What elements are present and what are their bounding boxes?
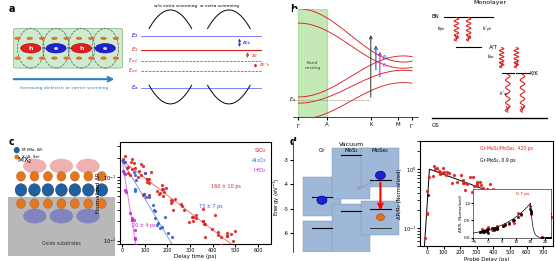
Circle shape bbox=[113, 37, 119, 40]
Circle shape bbox=[14, 57, 21, 60]
Text: e: e bbox=[103, 46, 107, 51]
Text: b: b bbox=[290, 4, 297, 14]
FancyBboxPatch shape bbox=[13, 28, 122, 68]
Circle shape bbox=[88, 37, 94, 40]
Text: $E_2$: $E_2$ bbox=[131, 32, 138, 40]
Text: $E_{exl}$: $E_{exl}$ bbox=[128, 56, 138, 65]
Circle shape bbox=[14, 37, 21, 40]
Circle shape bbox=[101, 57, 107, 60]
Circle shape bbox=[76, 57, 82, 60]
Text: d: d bbox=[290, 137, 297, 147]
Text: h: h bbox=[28, 46, 33, 51]
Text: $\Delta E'_b$: $\Delta E'_b$ bbox=[260, 62, 270, 69]
Text: $E_1$: $E_1$ bbox=[131, 45, 138, 54]
Text: Increasing dielectric or carrier screening: Increasing dielectric or carrier screeni… bbox=[20, 86, 108, 90]
Circle shape bbox=[64, 57, 70, 60]
Text: a: a bbox=[8, 4, 14, 14]
Text: h: h bbox=[79, 46, 83, 51]
Circle shape bbox=[76, 37, 82, 40]
Circle shape bbox=[52, 57, 57, 60]
Circle shape bbox=[88, 57, 94, 60]
Circle shape bbox=[27, 57, 33, 60]
Text: w/o extra screening  w extra screening: w/o extra screening w extra screening bbox=[155, 4, 240, 8]
Text: $E_a$: $E_a$ bbox=[131, 83, 138, 92]
Text: e: e bbox=[54, 46, 58, 51]
Circle shape bbox=[64, 37, 70, 40]
Circle shape bbox=[46, 44, 66, 53]
Circle shape bbox=[27, 37, 33, 40]
Circle shape bbox=[39, 37, 45, 40]
Circle shape bbox=[21, 44, 41, 53]
Circle shape bbox=[101, 37, 107, 40]
Circle shape bbox=[113, 57, 119, 60]
Circle shape bbox=[52, 37, 57, 40]
Circle shape bbox=[39, 57, 45, 60]
Text: $\Delta E$: $\Delta E$ bbox=[251, 52, 259, 58]
Text: $E_{exl}$: $E_{exl}$ bbox=[128, 66, 138, 75]
Circle shape bbox=[95, 44, 115, 53]
Text: c: c bbox=[8, 137, 14, 147]
Circle shape bbox=[71, 44, 91, 53]
Text: $\Delta E_b$: $\Delta E_b$ bbox=[242, 39, 252, 46]
